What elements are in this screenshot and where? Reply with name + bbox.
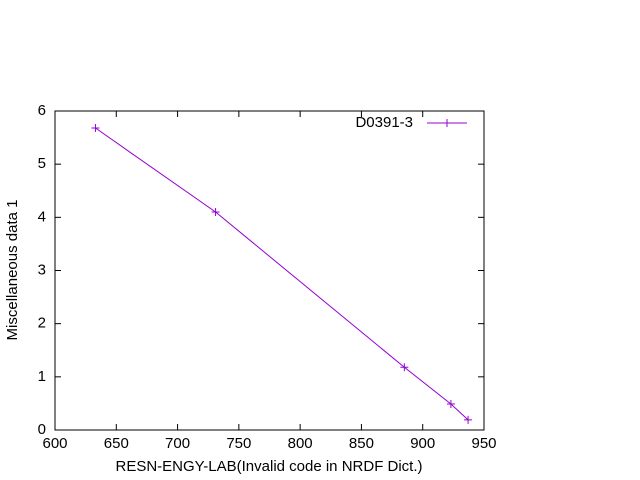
y-tick-label: 2 bbox=[38, 315, 46, 332]
data-point bbox=[211, 208, 220, 217]
legend-label: D0391-3 bbox=[355, 114, 413, 131]
y-tick-label: 3 bbox=[38, 261, 46, 278]
x-tick-label: 950 bbox=[471, 435, 496, 452]
x-axis-label: RESN-ENGY-LAB(Invalid code in NRDF Dict.… bbox=[115, 458, 422, 475]
y-tick-label: 4 bbox=[38, 208, 46, 225]
y-tick-label: 1 bbox=[38, 368, 46, 385]
y-tick-label: 6 bbox=[38, 102, 46, 119]
y-tick-label: 5 bbox=[38, 155, 46, 172]
plot-frame bbox=[54, 110, 485, 431]
x-tick-label: 650 bbox=[104, 435, 129, 452]
x-tick-label: 700 bbox=[165, 435, 190, 452]
y-tick-label: 0 bbox=[38, 421, 46, 438]
data-point bbox=[464, 415, 473, 424]
data-point bbox=[91, 124, 100, 133]
x-tick-label: 800 bbox=[288, 435, 313, 452]
legend-marker bbox=[443, 119, 451, 127]
x-tick-label: 850 bbox=[349, 435, 374, 452]
y-axis-label: Miscellaneous data 1 bbox=[4, 200, 21, 341]
x-tick-label: 750 bbox=[226, 435, 251, 452]
data-point bbox=[400, 363, 409, 372]
x-tick-label: 900 bbox=[410, 435, 435, 452]
data-line bbox=[95, 127, 469, 421]
x-tick-label: 600 bbox=[42, 435, 67, 452]
data-point bbox=[446, 399, 455, 408]
